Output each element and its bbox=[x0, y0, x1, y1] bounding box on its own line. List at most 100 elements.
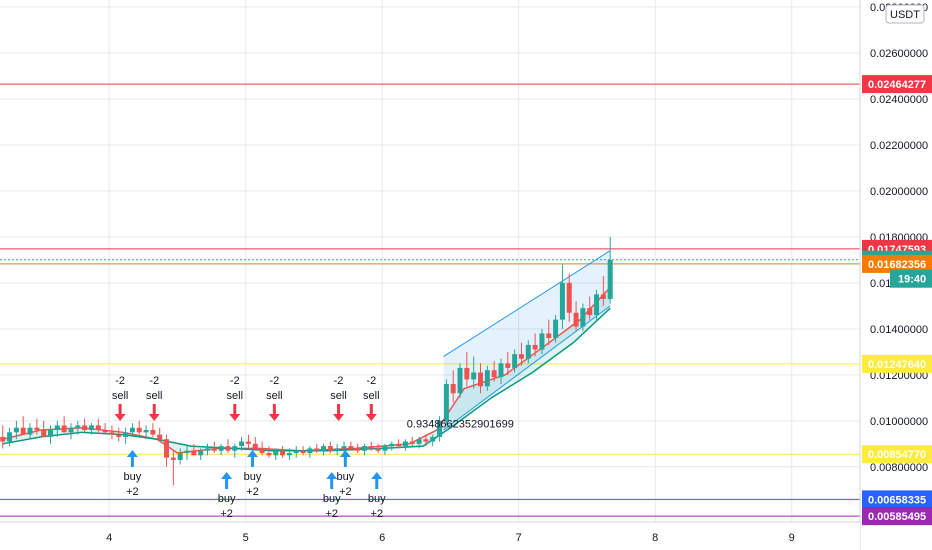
candle-body bbox=[259, 448, 265, 454]
candle-body bbox=[532, 344, 538, 350]
sell-signal-label: sell bbox=[330, 390, 347, 402]
candle-body bbox=[286, 453, 292, 456]
candle-body bbox=[607, 259, 613, 299]
candle-body bbox=[0, 436, 6, 442]
candle-body bbox=[136, 427, 142, 433]
candle-body bbox=[423, 439, 429, 442]
candle-body bbox=[68, 427, 74, 433]
price-badge bbox=[862, 490, 932, 509]
candle-body bbox=[27, 427, 33, 435]
buy-signal-label: +2 bbox=[126, 486, 139, 498]
candle-body bbox=[280, 450, 286, 456]
buy-signal-label: buy bbox=[218, 493, 236, 505]
price-badge-label: 0.00854770 bbox=[868, 449, 926, 461]
candle-body bbox=[348, 446, 354, 449]
countdown-label: 19:40 bbox=[898, 274, 926, 286]
candle-body bbox=[129, 427, 135, 433]
candle-body bbox=[232, 446, 238, 451]
buy-signal-label: buy bbox=[336, 471, 354, 483]
candle-body bbox=[321, 446, 327, 451]
candle-body bbox=[341, 446, 347, 449]
candle-body bbox=[334, 448, 340, 451]
candle-body bbox=[416, 439, 422, 444]
sell-signal-label: -2 bbox=[334, 375, 344, 387]
price-badge bbox=[862, 445, 932, 464]
price-tick-label: 0.02000000 bbox=[870, 186, 928, 198]
time-tick-label: 9 bbox=[789, 532, 795, 544]
buy-signal-label: +2 bbox=[246, 486, 259, 498]
buy-signal-label: +2 bbox=[339, 486, 352, 498]
candle-body bbox=[239, 441, 245, 447]
price-badge bbox=[862, 254, 932, 273]
candle-body bbox=[245, 441, 251, 444]
candle-body bbox=[368, 446, 374, 449]
candle-body bbox=[211, 448, 217, 451]
candle-body bbox=[375, 448, 381, 451]
sell-arrow-icon bbox=[114, 404, 126, 421]
sell-arrow-icon bbox=[333, 404, 345, 421]
candle-body bbox=[491, 370, 497, 378]
price-badge-label: 0.00585495 bbox=[868, 511, 926, 523]
sell-signal-label: -2 bbox=[366, 375, 376, 387]
candle-body bbox=[143, 430, 149, 433]
buy-signal-label: buy bbox=[323, 493, 341, 505]
buy-signal-label: buy bbox=[368, 493, 386, 505]
candle-body bbox=[307, 448, 313, 454]
candle-body bbox=[82, 425, 88, 431]
candle-body bbox=[437, 420, 443, 437]
candle-body bbox=[457, 367, 463, 394]
candle-body bbox=[587, 308, 593, 316]
ema-slow-line bbox=[2, 307, 611, 452]
time-tick-label: 8 bbox=[652, 532, 658, 544]
buy-signal-label: +2 bbox=[220, 508, 233, 520]
candle-body bbox=[95, 425, 101, 431]
candle-body bbox=[478, 372, 484, 387]
currency-label: USDT bbox=[890, 9, 920, 21]
time-tick-label: 4 bbox=[106, 532, 112, 544]
candle-body bbox=[252, 443, 258, 449]
price-tick-label: 0.01000000 bbox=[870, 416, 928, 428]
sell-signal-label: sell bbox=[266, 390, 283, 402]
price-tick-label: 0.02400000 bbox=[870, 94, 928, 106]
candle-body bbox=[498, 363, 504, 378]
sell-signal-label: sell bbox=[146, 390, 163, 402]
candle-body bbox=[61, 425, 67, 433]
candle-body bbox=[54, 425, 60, 431]
price-tick-label: 0.02600000 bbox=[870, 48, 928, 60]
candle-body bbox=[273, 450, 279, 456]
candle-body bbox=[518, 354, 524, 359]
candle-body bbox=[553, 319, 559, 339]
candle-body bbox=[41, 430, 47, 437]
ema-cloud bbox=[2, 287, 611, 454]
candle-body bbox=[389, 443, 395, 447]
candle-body bbox=[150, 430, 156, 435]
buy-arrow-icon bbox=[126, 450, 138, 467]
candle-body bbox=[580, 308, 586, 327]
candle-body bbox=[88, 425, 94, 431]
candle-body bbox=[559, 282, 565, 320]
price-badge-label: 0.01247640 bbox=[868, 359, 926, 371]
candle-body bbox=[566, 282, 572, 313]
candle-body bbox=[157, 434, 163, 440]
candle-body bbox=[293, 450, 299, 454]
sell-signal-label: -2 bbox=[149, 375, 159, 387]
sell-arrow-icon bbox=[365, 404, 377, 421]
candle-body bbox=[430, 436, 436, 442]
candle-body bbox=[525, 344, 531, 359]
buy-signal-label: buy bbox=[244, 471, 262, 483]
price-tick-label: 0.01400000 bbox=[870, 324, 928, 336]
time-tick-label: 6 bbox=[379, 532, 385, 544]
candle-body bbox=[443, 384, 449, 421]
candle-body bbox=[600, 294, 606, 299]
candle-body bbox=[184, 450, 190, 454]
candle-body bbox=[355, 448, 361, 451]
sell-signal-label: -2 bbox=[115, 375, 125, 387]
candle-body bbox=[300, 450, 306, 454]
sell-signal-label: -2 bbox=[269, 375, 279, 387]
candle-body bbox=[7, 432, 13, 442]
candle-body bbox=[123, 432, 129, 437]
countdown-badge bbox=[890, 269, 932, 288]
trend-annotation-text: 0.9348662352901699 bbox=[407, 419, 514, 431]
